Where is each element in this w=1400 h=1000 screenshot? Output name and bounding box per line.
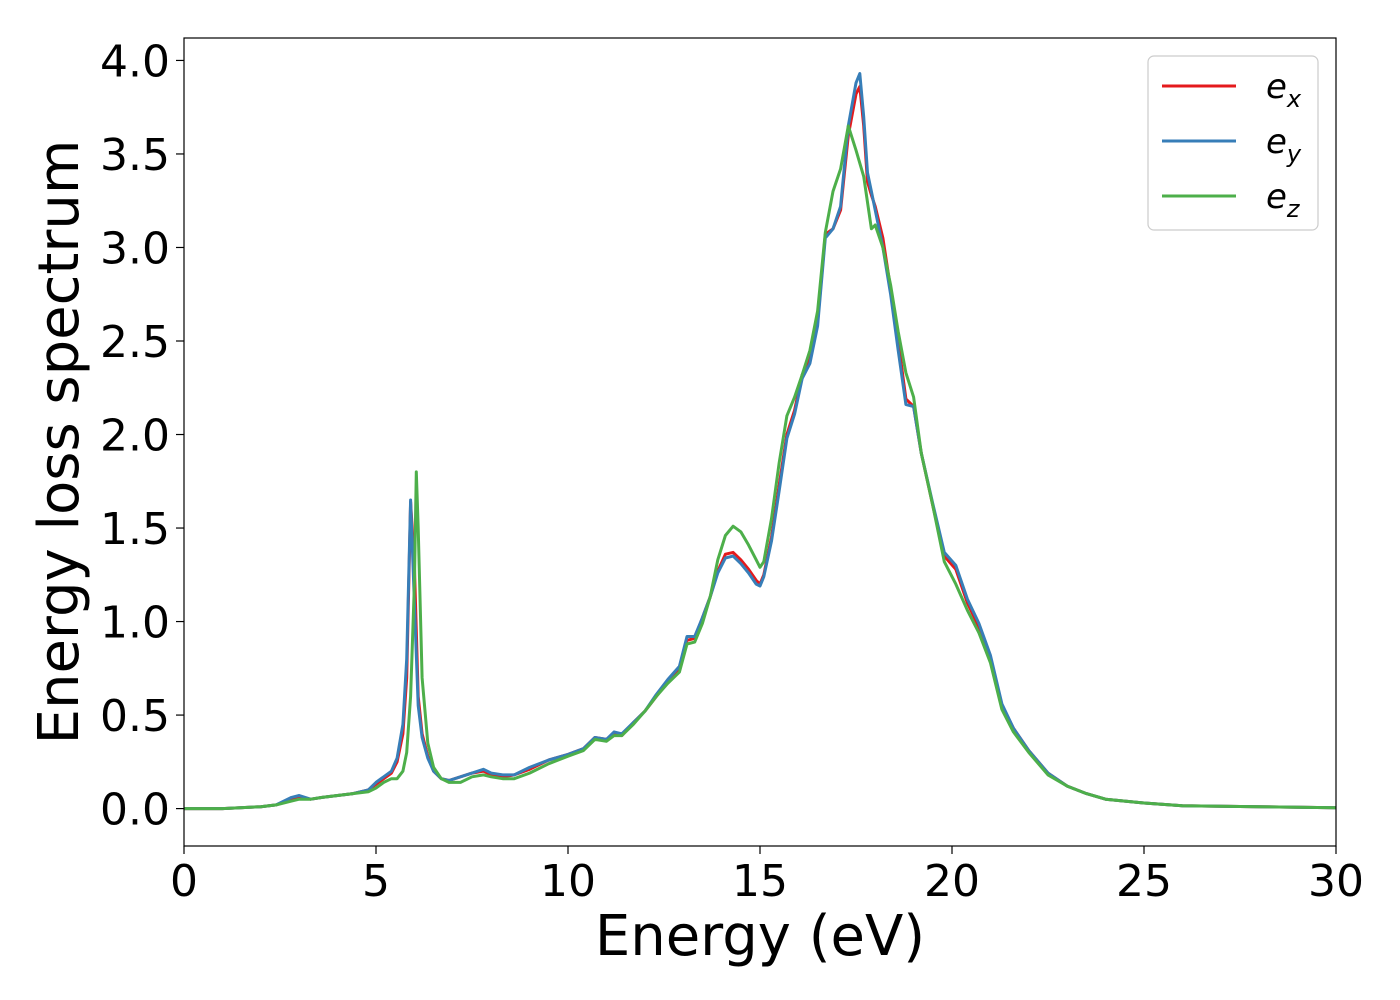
series-line-z: [184, 124, 1336, 811]
x-axis-ticks: 0 5 10 15 20 25 30: [170, 846, 1364, 907]
y-tick-label: 0.5: [100, 691, 170, 742]
y-axis-label: Energy loss spectrum: [27, 140, 92, 745]
y-tick-label: 4.0: [100, 36, 170, 87]
y-tick-label: 3.5: [100, 130, 170, 181]
x-tick-label: 5: [362, 856, 390, 907]
series-layer: [184, 72, 1336, 811]
x-tick-label: 30: [1308, 856, 1364, 907]
y-tick-label: 1.0: [100, 598, 170, 649]
x-tick-label: 0: [170, 856, 198, 907]
legend-label-y: ey: [1266, 122, 1302, 168]
x-axis-label: Energy (eV): [595, 904, 925, 969]
y-tick-label: 1.5: [100, 504, 170, 555]
x-tick-label: 20: [924, 856, 980, 907]
legend-label-z: ez: [1266, 177, 1301, 223]
y-tick-label: 0.0: [100, 785, 170, 836]
legend-box: [1147, 55, 1319, 231]
y-tick-label: 2.5: [100, 317, 170, 368]
y-tick-label: 2.0: [100, 411, 170, 462]
x-tick-label: 15: [732, 856, 788, 907]
x-tick-label: 25: [1116, 856, 1172, 907]
x-tick-label: 10: [540, 856, 596, 907]
legend: ex ey ez: [1147, 55, 1319, 231]
y-axis-ticks: 0.0 0.5 1.0 1.5 2.0 2.5 3.0 3.5 4.0: [100, 36, 184, 836]
y-tick-label: 3.0: [100, 223, 170, 274]
legend-label-x: ex: [1266, 67, 1302, 113]
